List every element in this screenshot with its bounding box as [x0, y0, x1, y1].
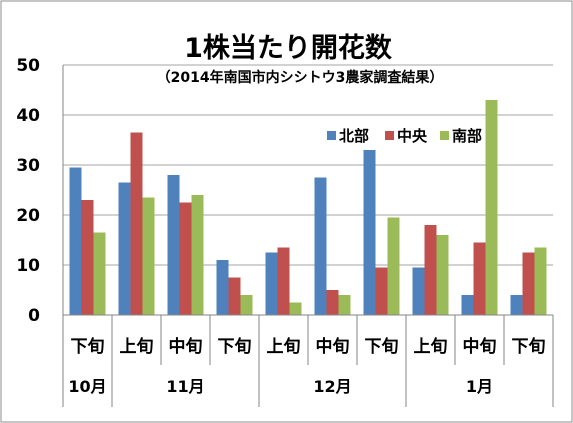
bar-3-4 — [240, 295, 253, 315]
month-label: 10月 — [68, 377, 106, 396]
bar-2-1 — [81, 200, 94, 315]
x-tick-label: 上旬 — [414, 336, 448, 357]
bar-1-4 — [216, 260, 229, 315]
bar-2-3 — [179, 202, 192, 315]
x-tick-label: 中旬 — [316, 336, 350, 357]
bar-2-9 — [473, 242, 486, 315]
bar-2-8 — [424, 225, 437, 315]
bar-3-9 — [485, 100, 498, 315]
bar-2-6 — [326, 290, 339, 315]
bar-3-5 — [289, 302, 302, 315]
bar-3-2 — [142, 197, 155, 315]
bar-1-9 — [461, 295, 474, 315]
x-tick-label: 下旬 — [365, 336, 399, 357]
legend-label: 南部 — [452, 127, 482, 145]
bar-2-7 — [375, 267, 388, 315]
bar-1-2 — [118, 182, 131, 315]
y-tick-label: 40 — [16, 106, 40, 126]
bar-2-4 — [228, 277, 241, 315]
chart-subtitle: （2014年南国市内シシトウ3農家調査結果） — [157, 69, 444, 86]
month-label: 1月 — [466, 377, 493, 396]
bar-1-6 — [314, 177, 327, 315]
bar-3-6 — [338, 295, 351, 315]
bar-2-2 — [130, 132, 143, 315]
bar-1-1 — [69, 167, 82, 315]
bar-2-5 — [277, 247, 290, 315]
y-tick-label: 0 — [28, 306, 40, 326]
legend-swatch — [385, 131, 394, 140]
x-tick-label: 下旬 — [512, 336, 546, 357]
bar-1-5 — [265, 252, 278, 315]
legend: 北部 中央 南部 — [327, 127, 482, 145]
bar-1-3 — [167, 175, 180, 315]
bar-3-8 — [436, 235, 449, 315]
legend-swatch — [327, 131, 336, 140]
bar-3-7 — [387, 217, 400, 315]
y-tick-label: 10 — [16, 256, 40, 276]
chart-title: 1株当たり開花数 — [184, 33, 393, 64]
bar-3-10 — [534, 247, 547, 315]
bar-1-10 — [510, 295, 523, 315]
bar-3-1 — [93, 232, 106, 315]
x-tick-label: 下旬 — [218, 336, 252, 357]
x-tick-label: 上旬 — [267, 336, 301, 357]
bar-1-8 — [412, 267, 425, 315]
month-label: 12月 — [313, 377, 351, 396]
y-tick-label: 30 — [16, 156, 40, 176]
legend-label: 北部 — [339, 127, 369, 145]
x-tick-label: 下旬 — [71, 336, 105, 357]
legend-label: 中央 — [397, 127, 428, 145]
bar-3-3 — [191, 195, 204, 315]
y-tick-label: 50 — [16, 56, 40, 76]
y-tick-label: 20 — [16, 206, 40, 226]
x-tick-label: 上旬 — [120, 336, 154, 357]
month-label: 11月 — [166, 377, 204, 396]
bar-2-10 — [522, 252, 535, 315]
x-tick-label: 中旬 — [463, 336, 497, 357]
legend-swatch — [440, 131, 449, 140]
bar-1-7 — [363, 150, 376, 315]
x-tick-label: 中旬 — [169, 336, 203, 357]
